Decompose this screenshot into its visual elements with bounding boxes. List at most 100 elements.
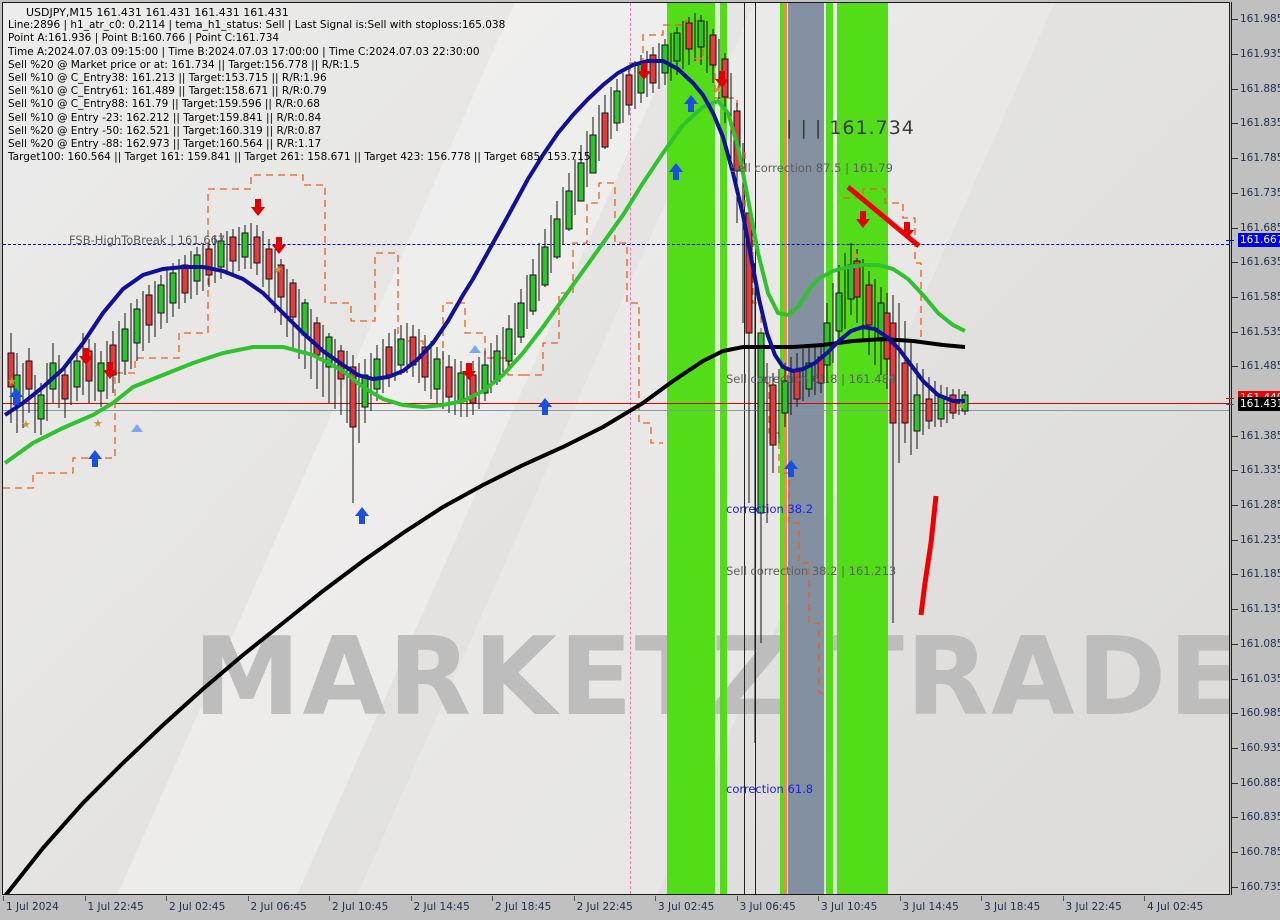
info-line: Sell %10 @ C_Entry88: 161.79 || Target:1… bbox=[8, 98, 320, 111]
sell-arrow-icon bbox=[103, 362, 117, 379]
price-tick-label: 160.835 bbox=[1240, 811, 1280, 824]
time-tick bbox=[736, 896, 738, 901]
price-tick bbox=[1232, 331, 1238, 333]
price-tick bbox=[1232, 574, 1238, 576]
price-tick-label: 161.385 bbox=[1240, 429, 1280, 442]
price-badge-blue: 161.667 bbox=[1238, 232, 1280, 247]
price-axis[interactable]: 161.985 161.935 161.885 161.835 161.785 161.7… bbox=[1226, 2, 1280, 895]
time-tick bbox=[3, 896, 4, 901]
price-chart-plot[interactable]: MARKETZ TRADE bbox=[2, 2, 1230, 895]
sell-arrow-icon bbox=[900, 222, 914, 239]
annotation-point-c: | | | 161.734 bbox=[786, 117, 915, 139]
time-tick-label: 2 Jul 02:45 bbox=[169, 901, 226, 913]
vline-black-1 bbox=[744, 3, 745, 894]
price-tick bbox=[1232, 296, 1238, 298]
annotation-correction-382: Sell correction 38.2 | 161.213 bbox=[726, 564, 897, 578]
sell-arrow-icon bbox=[637, 63, 651, 80]
time-tick bbox=[492, 896, 493, 901]
time-tick bbox=[410, 896, 412, 901]
info-line: Sell %20 @ Entry -50: 162.521 || Target:… bbox=[8, 124, 322, 137]
buy-arrow-icon bbox=[9, 388, 23, 405]
price-tick bbox=[1232, 782, 1238, 784]
price-tick-label: 161.335 bbox=[1240, 464, 1280, 477]
price-tick-label: 161.835 bbox=[1240, 117, 1280, 130]
time-tick-label: 2 Jul 14:45 bbox=[413, 901, 470, 913]
ma-fast-line bbox=[3, 59, 965, 417]
annotation-correction-618: Sell correction 61.8 | 161.489 bbox=[726, 372, 897, 386]
info-line: Sell %10 @ C_Entry61: 161.489 || Target:… bbox=[8, 85, 327, 98]
time-tick bbox=[84, 896, 86, 901]
price-tick-label: 161.185 bbox=[1240, 568, 1280, 581]
price-tick bbox=[1232, 19, 1238, 21]
price-tick-label: 160.985 bbox=[1240, 707, 1280, 720]
time-axis[interactable]: 1 Jul 2024 1 Jul 22:45 2 Jul 02:45 2 Jul 06… bbox=[0, 896, 1280, 920]
price-tick-label: 161.935 bbox=[1240, 48, 1280, 61]
price-tick bbox=[1232, 886, 1238, 888]
price-tick-label: 161.235 bbox=[1240, 533, 1280, 546]
channel-dashed-right bbox=[727, 97, 827, 694]
price-tick-label: 161.985 bbox=[1240, 13, 1280, 26]
price-tick-label: 161.135 bbox=[1240, 603, 1280, 616]
star-marker-icon: ★ bbox=[21, 418, 31, 431]
time-tick-label: 1 Jul 2024 bbox=[6, 901, 59, 913]
sell-arrow-icon bbox=[251, 199, 265, 216]
time-tick-label: 2 Jul 06:45 bbox=[250, 901, 307, 913]
price-tick bbox=[1232, 678, 1238, 680]
info-line: Sell %10 @ C_Entry38: 161.213 || Target:… bbox=[8, 72, 327, 85]
sell-arrow-icon bbox=[856, 211, 870, 228]
price-tick-label: 161.585 bbox=[1240, 290, 1280, 303]
star-marker-icon: ★ bbox=[93, 417, 103, 430]
price-tick bbox=[1232, 817, 1238, 819]
price-tick bbox=[1232, 643, 1238, 645]
price-tick-label: 161.735 bbox=[1240, 186, 1280, 199]
price-tick-label: 160.935 bbox=[1240, 741, 1280, 754]
info-line: Sell %20 @ Entry -88: 162.973 || Target:… bbox=[8, 138, 322, 151]
info-line: Target100: 160.564 || Target 161: 159.84… bbox=[8, 151, 591, 164]
price-badge-stub bbox=[1226, 239, 1234, 241]
price-tick bbox=[1232, 609, 1238, 611]
buy-arrow-icon bbox=[538, 398, 552, 415]
price-tick-label: 161.885 bbox=[1240, 82, 1280, 95]
price-tick bbox=[1232, 192, 1238, 194]
price-tick bbox=[1232, 539, 1238, 541]
annotation-correction-875: Sell correction 87.5 | 161.79 bbox=[730, 161, 893, 175]
level-bid bbox=[3, 410, 1229, 411]
time-tick bbox=[1062, 896, 1064, 901]
channel-dashed-left bbox=[3, 174, 523, 489]
star-marker-icon: ★ bbox=[956, 399, 966, 412]
star-marker-icon: ★ bbox=[7, 375, 17, 388]
star-marker-icon: ★ bbox=[273, 263, 283, 276]
annotation-correction-618-label: correction 61.8 bbox=[726, 782, 814, 796]
time-tick bbox=[329, 896, 330, 901]
level-fsb-hightobreak bbox=[3, 244, 1229, 245]
buy-arrow-icon bbox=[684, 95, 698, 112]
info-line: Sell %20 @ Market price or at: 161.734 |… bbox=[8, 58, 360, 71]
sell-arrow-icon bbox=[79, 348, 93, 365]
symbol-timeframe-line: USDJPY,M15 161.431 161.431 161.431 161.4… bbox=[26, 6, 289, 19]
chart-info-panel: USDJPY,M15 161.431 161.431 161.431 161.4… bbox=[8, 6, 590, 164]
price-tick-label: 161.485 bbox=[1240, 360, 1280, 373]
band-green-5 bbox=[837, 3, 888, 894]
price-badge-black: 161.431 bbox=[1238, 396, 1280, 411]
band-green-2 bbox=[720, 3, 727, 894]
channel-dashed-mid bbox=[523, 182, 663, 444]
info-line: Line:2896 | h1_atr_c0: 0.2114 | tema_h1_… bbox=[8, 19, 506, 32]
band-green-1 bbox=[667, 3, 715, 894]
time-tick bbox=[1144, 896, 1145, 901]
price-tick-label: 160.885 bbox=[1240, 776, 1280, 789]
time-tick bbox=[573, 896, 575, 901]
sell-arrow-icon bbox=[462, 363, 476, 380]
price-badge-stub bbox=[1226, 403, 1234, 405]
price-tick-label: 161.685 bbox=[1240, 221, 1280, 234]
price-tick-label: 161.285 bbox=[1240, 499, 1280, 512]
star-marker-icon: ★ bbox=[693, 53, 703, 66]
chart-series-overlay bbox=[3, 13, 969, 894]
time-tick-label: 1 Jul 22:45 bbox=[87, 901, 144, 913]
pending-arrow-icon bbox=[131, 418, 143, 432]
price-tick bbox=[1232, 713, 1238, 715]
price-tick bbox=[1232, 262, 1238, 264]
buy-arrow-icon bbox=[784, 460, 798, 477]
time-tick-label: 3 Jul 02:45 bbox=[658, 901, 715, 913]
info-line: Sell %10 @ Entry -23: 162.212 || Target:… bbox=[8, 111, 322, 124]
